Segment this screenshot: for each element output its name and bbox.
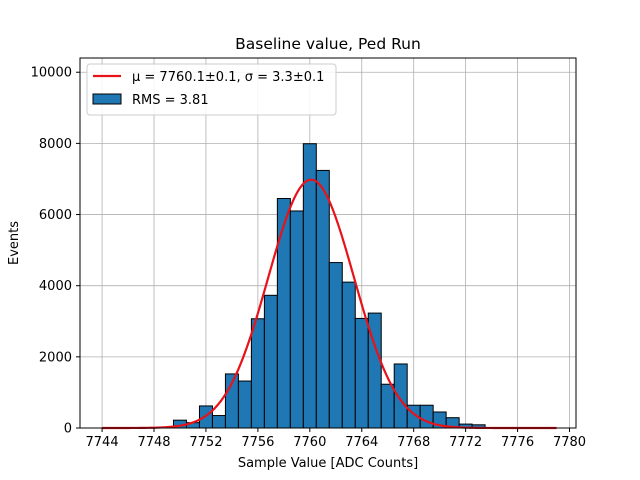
histogram-bar — [263, 294, 278, 429]
x-tick-label: 7760 — [293, 435, 326, 450]
y-tick-label: 2000 — [39, 350, 72, 365]
histogram-bar — [393, 363, 408, 429]
histogram-bar — [211, 415, 226, 429]
histogram-bar — [289, 210, 304, 429]
y-axis-title: Events — [7, 221, 22, 265]
x-axis-ticks: 7744 7748 7752 7756 7760 7764 7768 7772 7776 7780 — [86, 428, 586, 450]
legend: μ = 7760.1±0.1, σ = 3.3±0.1 RMS = 3.81 — [86, 63, 337, 116]
histogram-bar — [354, 317, 369, 429]
legend-fit-label: μ = 7760.1±0.1, σ = 3.3±0.1 — [132, 70, 324, 85]
x-tick-label: 7764 — [345, 435, 378, 450]
histogram-bars — [147, 143, 486, 429]
x-tick-label: 7772 — [449, 435, 482, 450]
x-tick-label: 7752 — [189, 435, 222, 450]
histogram-bar — [276, 198, 291, 429]
histogram-bar — [302, 143, 317, 429]
x-axis-title: Sample Value [ADC Counts] — [238, 456, 418, 471]
x-tick-label: 7768 — [397, 435, 430, 450]
x-tick-label: 7744 — [86, 435, 119, 450]
legend-box — [86, 63, 337, 116]
x-tick-label: 7780 — [553, 435, 586, 450]
histogram-bar — [419, 404, 434, 429]
x-tick-label: 7756 — [241, 435, 274, 450]
histogram-bar — [237, 380, 252, 429]
y-tick-label: 8000 — [39, 137, 72, 152]
histogram-bar — [380, 383, 395, 429]
x-tick-label: 7776 — [501, 435, 534, 450]
y-tick-label: 0 — [64, 422, 72, 437]
x-tick-label: 7748 — [137, 435, 170, 450]
histogram-bar — [328, 262, 343, 429]
y-tick-label: 10000 — [31, 66, 72, 81]
histogram-bar — [341, 281, 356, 429]
histogram-bar — [315, 169, 330, 429]
legend-histogram-swatch — [92, 93, 122, 105]
legend-histogram-label: RMS = 3.81 — [132, 93, 209, 108]
y-tick-label: 4000 — [39, 279, 72, 294]
plot-frame — [79, 57, 577, 429]
y-axis-ticks: 0 2000 4000 6000 8000 10000 — [31, 66, 80, 437]
y-tick-label: 6000 — [39, 208, 72, 223]
histogram-bar — [250, 318, 265, 429]
chart-title: Baseline value, Ped Run — [235, 35, 421, 53]
